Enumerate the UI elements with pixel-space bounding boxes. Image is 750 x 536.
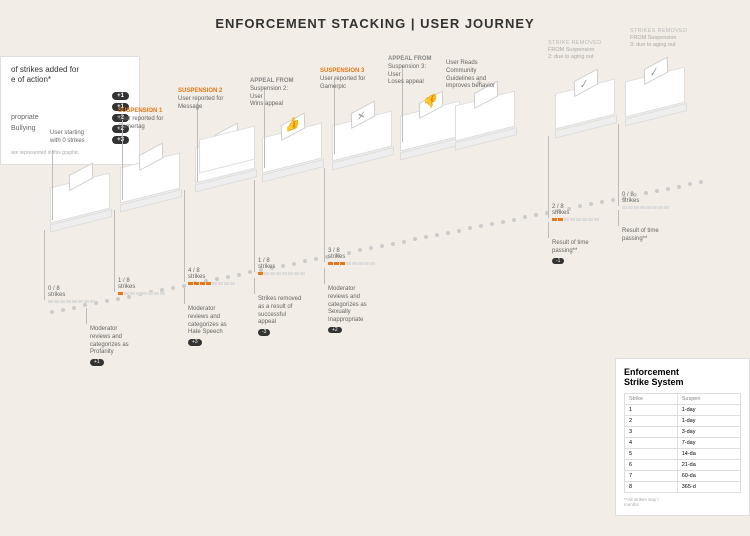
moderator-note: Result of time passing** — [622, 228, 682, 244]
moderator-note: Moderator reviews and categorizes as Hat… — [188, 306, 248, 347]
removed-note-1: STRIKE REMOVED FROM Suspension 2: due to… — [548, 40, 628, 61]
strike-count: 0 / 8 strikes — [622, 192, 639, 204]
moderator-note: Moderator reviews and categorizes as Sex… — [328, 286, 388, 335]
enforcement-table: StrikeSuspen 11-day21-day33-day47-day514… — [624, 393, 741, 493]
journey-step — [50, 180, 118, 230]
enforcement-table-panel: Enforcement Strike System StrikeSuspen 1… — [615, 358, 750, 516]
strike-count: 1 / 8 strikes — [118, 278, 135, 290]
legend-row: propriate+2 — [11, 114, 129, 122]
strike-meter — [328, 262, 375, 265]
strike-meter — [188, 282, 235, 285]
step-label: SUSPENSION 2User reported for Message — [178, 88, 248, 111]
journey-step — [455, 98, 523, 148]
strike-count: 1 / 8 strikes — [258, 258, 275, 270]
strike-meter — [48, 300, 95, 303]
step-label: APPEAL FROMSuspension 2: User Wins appea… — [250, 78, 320, 109]
legend-note: are represented in this graphic — [11, 150, 129, 156]
strike-meter — [622, 206, 669, 209]
journey-step: ✕ — [195, 140, 263, 190]
removed-note-2: STRIKES REMOVED FROM Suspension 3: due t… — [630, 28, 710, 49]
journey-step: ✓ — [555, 86, 623, 136]
step-label: User starting with 0 strikes — [50, 130, 120, 146]
legend-row: +1 — [11, 92, 129, 100]
step-label: User Reads Community Guidelines and impr… — [446, 60, 516, 91]
moderator-note: Moderator reviews and categorizes as Pro… — [90, 326, 150, 367]
enforcement-note: **All strikes stay i months — [624, 497, 741, 507]
strike-meter — [258, 272, 305, 275]
strike-count: 0 / 8 strikes — [48, 286, 65, 298]
moderator-note: Result of time passing**-1 — [552, 240, 612, 265]
journey-step: ✕ — [332, 118, 400, 168]
journey-step — [120, 160, 188, 210]
strike-meter — [552, 218, 599, 221]
legend-row: +1 — [11, 103, 129, 111]
journey-step: 👍 — [262, 130, 330, 180]
strike-meter — [118, 292, 165, 295]
strike-count: 2 / 8 strikes — [552, 204, 569, 216]
enforcement-title: Enforcement Strike System — [624, 367, 741, 387]
journey-step: ✓ — [625, 74, 693, 124]
step-label: SUSPENSION 3User reported for Gamerpic — [320, 68, 390, 91]
strike-count: 3 / 8 strikes — [328, 248, 345, 260]
strike-count: 4 / 8 strikes — [188, 268, 205, 280]
moderator-note: Strikes removed as a result of successfu… — [258, 296, 318, 337]
legend-heading: of strikes added for e of action* — [11, 65, 129, 86]
step-label: SUSPENSION 1User reported for Gamertag — [118, 108, 188, 131]
